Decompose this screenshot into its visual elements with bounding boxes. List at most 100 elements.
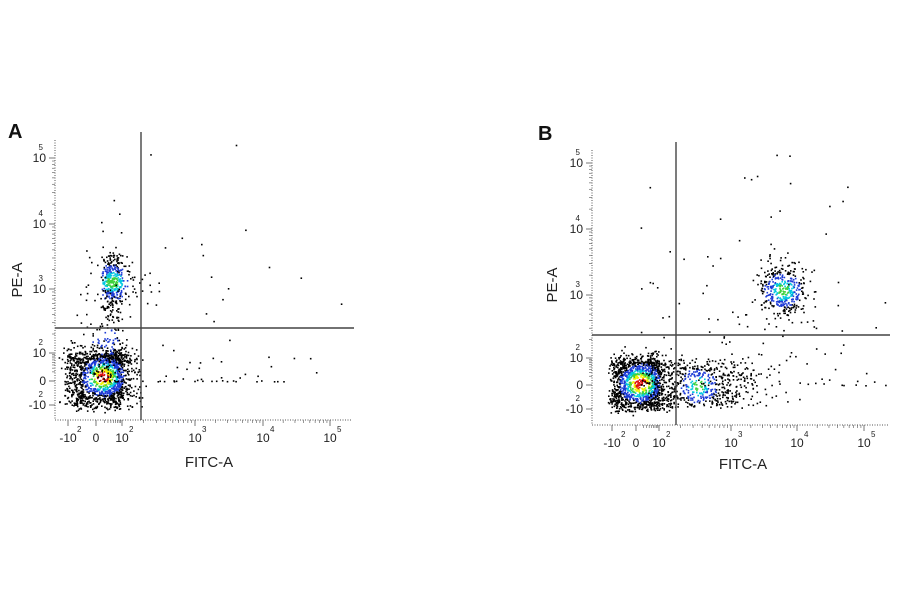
event-point	[764, 388, 767, 391]
event-point	[665, 396, 668, 398]
event-point	[619, 378, 621, 381]
event-point	[714, 388, 716, 391]
event-point	[112, 304, 114, 306]
event-point	[652, 364, 655, 367]
event-point	[773, 275, 775, 278]
event-point	[640, 372, 642, 375]
event-point	[719, 218, 722, 220]
event-point	[663, 409, 665, 411]
event-point	[105, 352, 107, 355]
event-point	[696, 391, 698, 394]
event-point	[85, 355, 88, 358]
event-point	[802, 271, 805, 273]
event-point	[105, 288, 107, 291]
event-point	[713, 369, 716, 371]
event-point	[101, 369, 104, 372]
event-point	[635, 357, 638, 360]
event-point	[645, 393, 647, 395]
event-point	[117, 268, 120, 270]
event-point	[630, 382, 632, 384]
event-point	[652, 374, 654, 376]
event-point	[638, 391, 640, 393]
event-point	[784, 298, 787, 301]
event-point	[104, 397, 107, 400]
event-point	[619, 381, 622, 383]
event-point	[855, 384, 857, 386]
event-point	[111, 296, 113, 299]
event-point	[116, 273, 118, 275]
event-point	[656, 366, 659, 368]
event-point	[630, 395, 633, 397]
event-point	[115, 402, 118, 404]
event-point	[124, 265, 127, 268]
event-point	[774, 277, 777, 279]
event-point	[797, 306, 800, 308]
event-point	[787, 252, 789, 254]
event-point	[129, 405, 132, 407]
event-point	[81, 392, 84, 394]
event-point	[813, 291, 816, 293]
event-point	[125, 357, 128, 359]
event-point	[81, 387, 83, 390]
y-tick-label: 0	[576, 378, 583, 392]
event-point	[108, 382, 110, 384]
event-point	[114, 374, 116, 376]
event-point	[109, 403, 111, 405]
event-point	[115, 366, 118, 369]
event-point	[104, 280, 107, 283]
event-point	[637, 387, 639, 390]
event-point	[111, 272, 113, 274]
event-point	[735, 401, 737, 404]
event-point	[615, 404, 618, 407]
event-point	[138, 369, 141, 371]
event-point	[652, 405, 654, 407]
event-point	[784, 312, 786, 315]
event-point	[106, 270, 108, 273]
event-point	[684, 392, 686, 395]
event-point	[119, 293, 122, 295]
event-point	[75, 387, 78, 389]
event-point	[114, 409, 116, 412]
event-point	[117, 349, 120, 352]
event-point	[626, 387, 629, 390]
event-point	[109, 310, 112, 312]
event-point	[654, 367, 656, 370]
event-point	[92, 392, 94, 395]
event-point	[618, 410, 620, 412]
event-point	[637, 377, 640, 379]
event-point	[69, 370, 72, 372]
event-point	[793, 261, 795, 264]
event-point	[707, 256, 709, 258]
event-point	[710, 374, 713, 376]
event-point	[651, 398, 653, 401]
event-point	[654, 402, 657, 405]
event-point	[732, 400, 735, 403]
event-point	[66, 376, 68, 379]
event-point	[112, 372, 114, 375]
event-point	[80, 390, 83, 393]
event-point	[616, 403, 619, 405]
event-point	[627, 403, 630, 405]
event-point	[617, 366, 619, 369]
event-point	[114, 349, 117, 352]
event-point	[99, 360, 102, 363]
event-point	[727, 397, 729, 399]
event-point	[86, 313, 88, 316]
event-point	[641, 370, 644, 372]
event-point	[122, 394, 125, 397]
event-point	[673, 395, 676, 397]
event-point	[113, 254, 115, 257]
event-point	[120, 275, 122, 277]
event-point	[77, 364, 79, 367]
event-point	[173, 380, 175, 382]
event-point	[614, 400, 617, 402]
y-tick-exponent: 2	[39, 338, 44, 347]
event-point	[159, 380, 161, 383]
event-point	[87, 396, 89, 399]
event-point	[608, 402, 611, 405]
event-point	[87, 406, 89, 408]
event-point	[733, 364, 736, 366]
event-point	[162, 344, 164, 347]
event-point	[163, 380, 166, 383]
event-point	[717, 401, 719, 404]
